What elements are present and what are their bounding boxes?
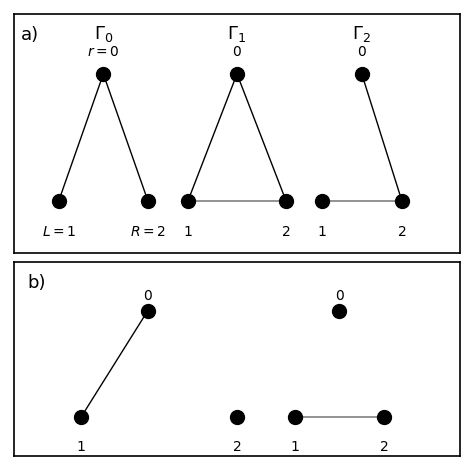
Text: $1$: $1$ — [317, 225, 327, 239]
Text: $L = 1$: $L = 1$ — [42, 225, 76, 239]
Text: $r = 0$: $r = 0$ — [87, 45, 119, 59]
Text: $\Gamma_1$: $\Gamma_1$ — [228, 24, 246, 44]
Text: $1$: $1$ — [290, 440, 300, 454]
Text: $2$: $2$ — [232, 440, 242, 454]
Text: $2$: $2$ — [397, 225, 407, 239]
Text: $R = 2$: $R = 2$ — [130, 225, 166, 239]
Text: $0$: $0$ — [357, 45, 367, 59]
Text: $1$: $1$ — [76, 440, 86, 454]
Text: b): b) — [27, 274, 46, 292]
Text: $1$: $1$ — [183, 225, 193, 239]
Text: $0$: $0$ — [232, 45, 242, 59]
Text: $\Gamma_2$: $\Gamma_2$ — [352, 24, 371, 44]
Text: a): a) — [21, 26, 39, 44]
Text: $2$: $2$ — [282, 225, 291, 239]
Text: $0$: $0$ — [335, 289, 345, 303]
Text: $0$: $0$ — [143, 289, 153, 303]
Text: $2$: $2$ — [379, 440, 389, 454]
Text: $\Gamma_0$: $\Gamma_0$ — [94, 24, 113, 44]
